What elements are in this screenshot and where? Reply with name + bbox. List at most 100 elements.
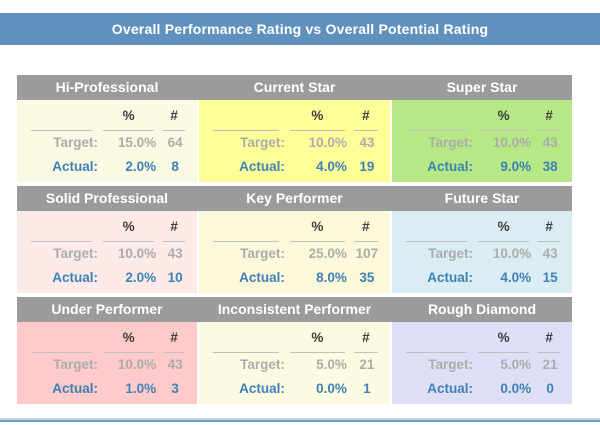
actual-count-value: 0 (546, 381, 554, 396)
row-body: % # Target: 10.0% 43 Actual: 1.0% 3 % # … (17, 322, 572, 404)
actual-count-value: 10 (167, 270, 183, 285)
target-percent-value: 10.0% (492, 135, 532, 150)
actual-percent-value: 9.0% (500, 159, 532, 174)
cell-title: Rough Diamond (427, 301, 537, 317)
blank-column-underline (31, 216, 92, 242)
target-percent-value: 5.0% (500, 357, 532, 372)
target-percent-value: 10.0% (492, 246, 532, 261)
target-percent-value: 15.0% (117, 135, 157, 150)
actual-percent-value: 4.0% (500, 270, 532, 285)
actual-percent-value: 1.0% (125, 381, 157, 396)
actual-percent-value: 2.0% (125, 270, 157, 285)
actual-label: Actual: (52, 159, 98, 174)
blank-column-underline (406, 105, 467, 131)
blank-column-underline (213, 216, 279, 242)
actual-label: Actual: (239, 381, 285, 396)
matrix-cell-body: % # Target: 10.0% 43 Actual: 9.0% 38 (392, 100, 572, 182)
target-count-value: 43 (542, 135, 558, 150)
row-header-bar: Solid Professional Key Performer Future St… (17, 186, 572, 211)
target-label: Target: (53, 135, 98, 150)
cell-title: Key Performer (246, 190, 343, 206)
matrix-cell-body: % # Target: 10.0% 43 Actual: 2.0% 10 (17, 211, 197, 293)
target-count-value: 21 (359, 357, 375, 372)
row-body: % # Target: 15.0% 64 Actual: 2.0% 8 % # … (17, 100, 572, 182)
count-column-header: # (163, 105, 185, 131)
matrix-cell-body: % # Target: 5.0% 21 Actual: 0.0% 0 (392, 322, 572, 404)
percent-column-header: % (103, 216, 155, 242)
actual-percent-value: 2.0% (125, 159, 157, 174)
blank-column-underline (213, 105, 279, 131)
target-count-value: 107 (355, 246, 379, 261)
widget-title-bar: Overall Performance Rating vs Overall Po… (0, 13, 600, 45)
target-count-value: 43 (359, 135, 375, 150)
target-label: Target: (240, 357, 285, 372)
target-count-value: 64 (167, 135, 183, 150)
count-column-header: # (538, 216, 560, 242)
percent-column-header: % (478, 327, 530, 353)
matrix-row: Solid Professional Key Performer Future St… (17, 186, 572, 293)
blank-column-underline (406, 216, 467, 242)
blank-column-underline (31, 105, 92, 131)
actual-label: Actual: (52, 381, 98, 396)
target-percent-value: 25.0% (308, 246, 347, 261)
target-percent-value: 5.0% (316, 357, 347, 372)
target-label: Target: (240, 135, 285, 150)
target-label: Target: (428, 357, 473, 372)
blank-column-underline (31, 327, 92, 353)
nine-box-matrix: Hi-Professional Current Star Super Star % … (17, 75, 572, 408)
actual-label: Actual: (239, 159, 285, 174)
count-column-header: # (353, 105, 378, 131)
target-percent-value: 10.0% (117, 246, 157, 261)
cell-title: Future Star (444, 190, 520, 206)
matrix-row: Hi-Professional Current Star Super Star % … (17, 75, 572, 182)
target-percent-value: 10.0% (117, 357, 157, 372)
matrix-row: Under Performer Inconsistent Performer Rou… (17, 297, 572, 404)
actual-label: Actual: (427, 270, 473, 285)
actual-count-value: 3 (171, 381, 179, 396)
percent-column-header: % (478, 105, 530, 131)
blank-column-underline (406, 327, 467, 353)
target-label: Target: (428, 135, 473, 150)
widget-title: Overall Performance Rating vs Overall Po… (111, 21, 489, 37)
target-label: Target: (53, 357, 98, 372)
actual-label: Actual: (52, 270, 98, 285)
percent-column-header: % (478, 216, 530, 242)
count-column-header: # (163, 327, 185, 353)
actual-count-value: 38 (542, 159, 558, 174)
percent-column-header: % (103, 105, 155, 131)
actual-label: Actual: (427, 159, 473, 174)
target-count-value: 43 (542, 246, 558, 261)
percent-column-header: % (289, 327, 345, 353)
actual-count-value: 15 (542, 270, 558, 285)
cell-title: Current Star (253, 79, 336, 95)
cell-title: Solid Professional (45, 190, 169, 206)
actual-count-value: 8 (171, 159, 179, 174)
actual-label: Actual: (427, 381, 473, 396)
matrix-cell-body: % # Target: 25.0% 107 Actual: 8.0% 35 (199, 211, 390, 293)
count-column-header: # (353, 327, 378, 353)
percent-column-header: % (289, 105, 345, 131)
target-percent-value: 10.0% (308, 135, 347, 150)
target-label: Target: (53, 246, 98, 261)
cell-title: Hi-Professional (55, 79, 159, 95)
actual-count-value: 19 (359, 159, 375, 174)
count-column-header: # (353, 216, 378, 242)
count-column-header: # (538, 327, 560, 353)
actual-percent-value: 8.0% (316, 270, 347, 285)
actual-label: Actual: (239, 270, 285, 285)
matrix-cell-body: % # Target: 10.0% 43 Actual: 1.0% 3 (17, 322, 197, 404)
target-count-value: 43 (167, 357, 183, 372)
target-count-value: 21 (542, 357, 558, 372)
count-column-header: # (163, 216, 185, 242)
matrix-cell-body: % # Target: 5.0% 21 Actual: 0.0% 1 (199, 322, 390, 404)
actual-count-value: 35 (359, 270, 375, 285)
row-header-bar: Under Performer Inconsistent Performer Rou… (17, 297, 572, 322)
bottom-rule (0, 418, 600, 422)
target-label: Target: (240, 246, 285, 261)
percent-column-header: % (289, 216, 345, 242)
actual-percent-value: 0.0% (316, 381, 347, 396)
matrix-cell-body: % # Target: 10.0% 43 Actual: 4.0% 19 (199, 100, 390, 182)
matrix-cell-body: % # Target: 15.0% 64 Actual: 2.0% 8 (17, 100, 197, 182)
row-header-bar: Hi-Professional Current Star Super Star (17, 75, 572, 100)
cell-title: Under Performer (51, 301, 163, 317)
